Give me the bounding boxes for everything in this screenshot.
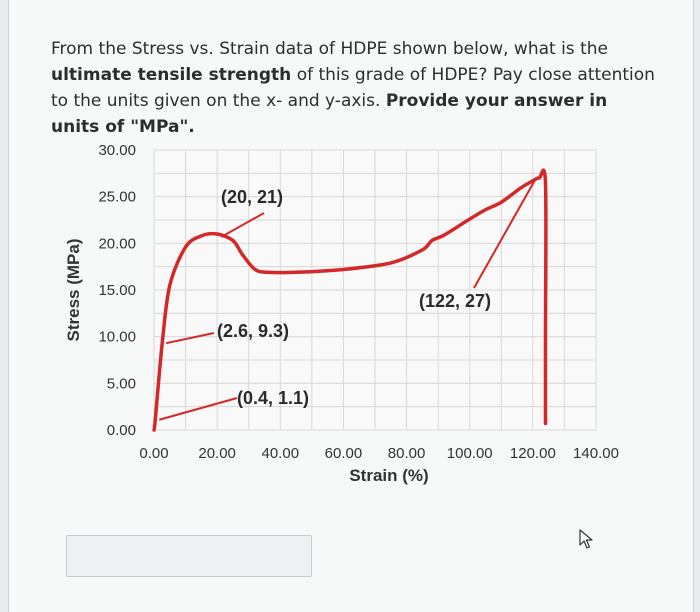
question-emphasis-2: Provide your answer in units of "MPa". [51,91,608,137]
question-card: From the Stress vs. Strain data of HDPE … [8,0,694,612]
chart-svg: 0.00 5.00 10.00 15.00 20.00 25.00 30.00 0.00 20.… [64,142,619,485]
y-tick-label: 5.00 [107,375,136,392]
mouse-cursor-icon [579,529,593,549]
x-axis-label: Strain (%) [349,466,428,485]
x-tick-label: 20.00 [198,445,236,462]
question-text: From the Stress vs. Strain data of HDPE … [51,36,661,140]
annotation-label: (20, 21) [221,187,283,207]
y-tick-label: 0.00 [107,422,136,439]
x-tick-label: 60.00 [325,445,363,462]
annotation-leader [220,212,265,238]
y-tick-label: 15.00 [98,282,136,299]
annotation-leader [158,397,238,421]
annotation-label: (2.6, 9.3) [217,321,289,341]
answer-input[interactable] [66,535,312,577]
x-tick-label: 0.00 [139,445,168,462]
question-emphasis-1: ultimate tensile strength [51,65,292,85]
annotation-leader [473,177,538,289]
y-tick-label: 25.00 [98,189,136,206]
question-part-1: From the Stress vs. Strain data of HDPE … [51,39,608,59]
annotation-label: (122, 27) [419,291,491,311]
stress-strain-chart: 0.00 5.00 10.00 15.00 20.00 25.00 30.00 0.00 20.… [9,0,700,520]
x-tick-label: 40.00 [262,445,300,462]
question-part-2: of this grade of HDPE? Pay close attenti… [51,65,655,111]
y-tick-label: 10.00 [98,329,136,346]
x-tick-label: 140.00 [573,445,619,462]
x-tick-label: 120.00 [510,445,556,462]
y-axis-label: Stress (MPa) [64,239,83,342]
x-tick-label: 100.00 [447,445,493,462]
annotation-leader [165,332,215,345]
annotation-label: (0.4, 1.1) [237,388,309,408]
y-tick-label: 20.00 [98,235,136,252]
x-tick-label: 80.00 [388,445,426,462]
y-tick-label: 30.00 [98,142,136,159]
